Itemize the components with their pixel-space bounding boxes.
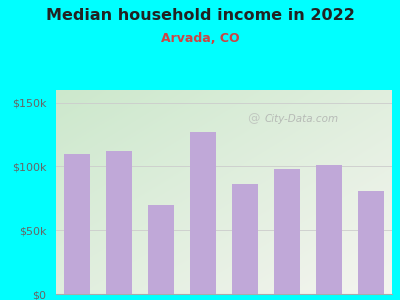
Bar: [316, 165, 342, 294]
Bar: [148, 205, 174, 294]
Text: @: @: [248, 112, 260, 125]
Bar: [190, 132, 216, 294]
Bar: [274, 169, 300, 294]
Text: Arvada, CO: Arvada, CO: [161, 32, 239, 44]
Bar: [232, 184, 258, 294]
Bar: [358, 191, 384, 294]
Text: City-Data.com: City-Data.com: [264, 115, 338, 124]
Bar: [106, 151, 132, 294]
Bar: [64, 154, 90, 294]
Text: Median household income in 2022: Median household income in 2022: [46, 8, 354, 22]
